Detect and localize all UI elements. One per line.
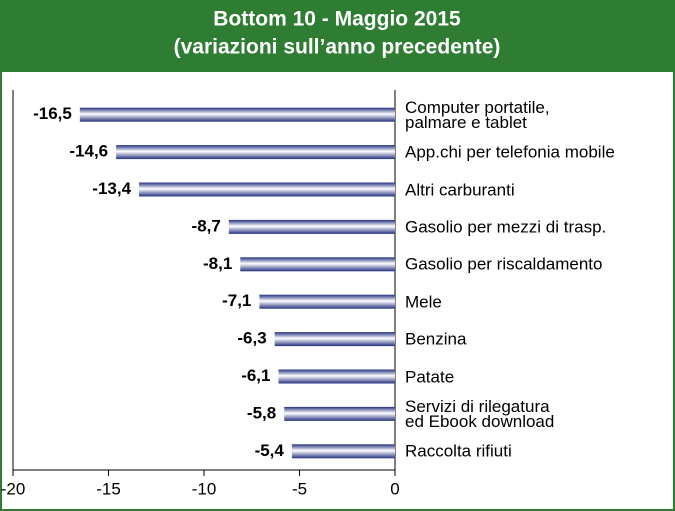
bar <box>291 444 395 459</box>
bar <box>274 332 395 347</box>
category-label: Benzina <box>405 329 467 349</box>
category-label: Computer portatile, palmare e tablet <box>405 97 550 132</box>
value-label: -6,1 <box>241 366 270 385</box>
value-label: -14,6 <box>69 142 108 161</box>
x-tick-label: 0 <box>390 479 399 498</box>
category-label: Raccolta rifiuti <box>405 441 512 461</box>
value-label: -6,3 <box>237 329 266 348</box>
value-label: -8,1 <box>203 254 232 273</box>
bar <box>139 182 395 197</box>
bar <box>278 369 395 384</box>
value-label: -7,1 <box>222 291 251 310</box>
x-tick-label: -15 <box>96 479 121 498</box>
category-label: Gasolio per riscaldamento <box>405 254 603 274</box>
value-label: -13,4 <box>92 179 131 198</box>
category-label: Servizi di rilegatura ed Ebook download <box>405 396 555 431</box>
category-label: Patate <box>405 367 455 386</box>
value-label: -5,8 <box>247 403 276 422</box>
category-label: Gasolio per mezzi di trasp. <box>405 217 607 237</box>
value-label: -5,4 <box>255 441 285 460</box>
x-tick-label: -10 <box>192 479 217 498</box>
value-label: -8,7 <box>192 216 221 235</box>
bar <box>240 257 395 272</box>
category-label: App.chi per telefonia mobile <box>405 142 615 162</box>
value-label: -16,5 <box>33 104 72 123</box>
bar <box>79 107 395 122</box>
bar <box>116 145 395 160</box>
x-tick-label: -5 <box>292 479 307 498</box>
category-label: Mele <box>405 292 442 312</box>
x-tick-label: -20 <box>1 479 26 498</box>
bar <box>284 406 395 421</box>
bar <box>228 219 395 234</box>
category-label: Altri carburanti <box>405 180 515 199</box>
chart-subtitle: (variazioni sull’anno precedente) <box>174 36 501 59</box>
bar <box>259 294 395 309</box>
title-banner <box>0 0 675 72</box>
chart-title: Bottom 10 - Maggio 2015 <box>213 8 461 31</box>
